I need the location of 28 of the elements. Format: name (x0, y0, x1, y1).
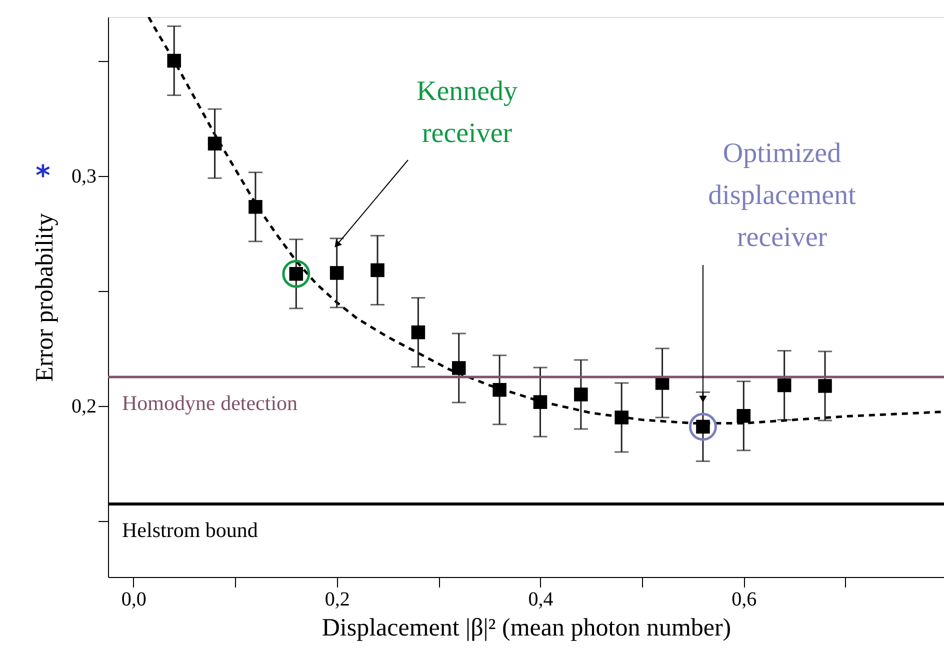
point (370, 263, 384, 278)
annotation: Optimized displacement receiver (708, 138, 856, 253)
annotation: Kennedy receiver (416, 76, 518, 149)
point (452, 361, 466, 375)
point (818, 379, 832, 393)
x-tick-label: 0,0 (121, 588, 146, 610)
x-tick-label: 0,4 (528, 588, 554, 610)
y-tick-label: 0,3 (72, 165, 96, 188)
point (208, 136, 222, 150)
point (736, 408, 751, 423)
point (614, 410, 628, 424)
x-tick-label: 0,2 (324, 588, 350, 610)
point (492, 382, 506, 397)
point (167, 54, 181, 68)
point (411, 325, 426, 340)
point (248, 200, 262, 214)
x-tick-label: 0,6 (732, 588, 757, 610)
text: * (36, 159, 51, 192)
ref-line-label: Helstrom bound (122, 518, 258, 542)
point (330, 266, 344, 280)
point (688, 412, 717, 441)
ref-line-label: Homodyne detection (122, 390, 298, 415)
point (282, 260, 310, 288)
point (533, 395, 548, 409)
point (574, 388, 588, 402)
point (777, 378, 792, 392)
x-axis-title: Displacement |β|² (mean photon number) (322, 614, 732, 642)
y-axis-title: Error probability (32, 212, 58, 382)
